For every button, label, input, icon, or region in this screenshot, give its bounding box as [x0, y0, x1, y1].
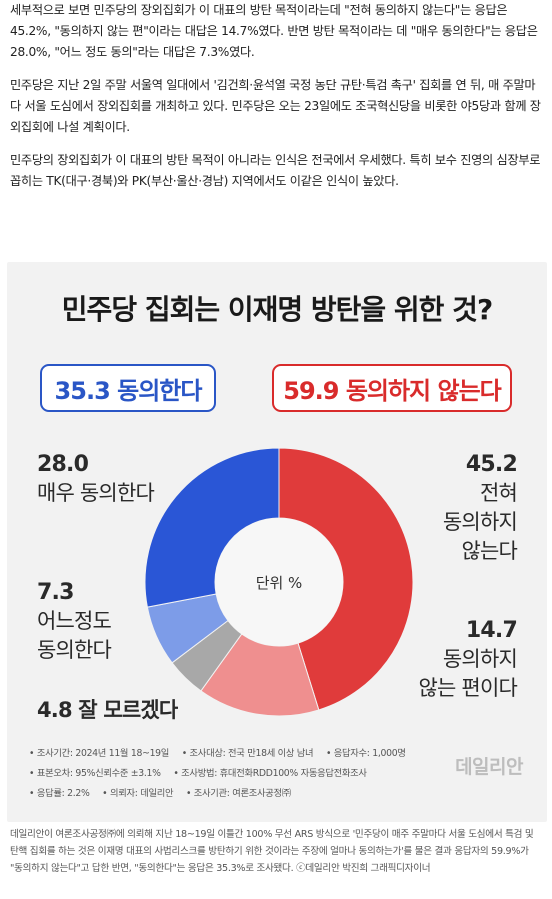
note-agency: • 조사기관: 여론조사공정㈜	[185, 788, 291, 799]
article-paragraph-1: 세부적으로 보면 민주당의 장외집회가 이 대표의 방탄 목적이라는데 "전혀 …	[10, 3, 538, 59]
label-somewhat-agree-text-1: 어느정도	[37, 609, 112, 633]
note-error: • 표본오차: 95%신뢰수준 ±3.1%	[29, 768, 161, 779]
label-somewhat-agree: 7.3 어느정도 동의한다	[37, 578, 112, 665]
label-strongly-agree-text: 매우 동의한다	[37, 481, 155, 505]
label-somewhat-agree-text-2: 동의한다	[37, 638, 112, 662]
survey-notes: • 조사기간: 2024년 11월 18~19일 • 조사대상: 전국 만18세…	[29, 744, 416, 804]
label-strongly-disagree-text-3: 않는다	[461, 539, 517, 563]
unit-label: 단위 %	[255, 573, 303, 592]
label-somewhat-disagree: 14.7 동의하지 않는 편이다	[418, 616, 518, 703]
note-target: • 조사대상: 전국 만18세 이상 남녀	[181, 748, 314, 759]
label-strongly-disagree-text-1: 전혀	[479, 481, 518, 505]
infographic-title: 민주당 집회는 이재명 방탄을 위한 것?	[61, 293, 493, 326]
label-strongly-disagree-value: 45.2	[465, 452, 518, 477]
survey-notes-row-2: • 표본오차: 95%신뢰수준 ±3.1% • 조사방법: 휴대전화RDD100…	[29, 764, 416, 784]
survey-notes-row-3: • 응답률: 2.2% • 의뢰자: 데일리안 • 조사기관: 여론조사공정㈜	[29, 784, 416, 804]
label-somewhat-disagree-text-2: 않는 편이다	[418, 676, 518, 700]
label-strongly-disagree-text-2: 동의하지	[442, 510, 518, 534]
label-somewhat-disagree-text-1: 동의하지	[442, 647, 518, 671]
label-somewhat-agree-value: 7.3	[37, 580, 74, 605]
poll-infographic: 민주당 집회는 이재명 방탄을 위한 것? 35.3 동의한다 59.9 동의하…	[7, 262, 547, 822]
article-paragraph-3: 민주당의 장외집회가 이 대표의 방탄 목적이 아니라는 인식은 전국에서 우세…	[10, 153, 541, 188]
label-strongly-disagree: 45.2 전혀 동의하지 않는다	[442, 450, 518, 566]
article-body: 세부적으로 보면 민주당의 장외집회가 이 대표의 방탄 목적이라는데 "전혀 …	[0, 0, 552, 192]
watermark-logo: 데일리안	[455, 756, 523, 778]
article-paragraph-2: 민주당은 지난 2일 주말 서울역 일대에서 '김건희·윤석열 국정 농단 규탄…	[10, 78, 541, 134]
survey-notes-row-1: • 조사기간: 2024년 11월 18~19일 • 조사대상: 전국 만18세…	[29, 744, 416, 764]
agree-total-badge: 35.3 동의한다	[40, 364, 216, 412]
note-client: • 의뢰자: 데일리안	[102, 788, 174, 799]
note-method: • 조사방법: 휴대전화RDD100% 자동응답전화조사	[173, 768, 367, 779]
donut-chart: 단위 %	[139, 442, 419, 722]
disagree-total-badge: 59.9 동의하지 않는다	[272, 364, 512, 412]
note-response-rate: • 응답률: 2.2%	[29, 788, 90, 799]
note-respondents: • 응답자수: 1,000명	[325, 748, 406, 759]
label-dont-know: 4.8 잘 모르겠다	[37, 698, 178, 722]
label-strongly-agree: 28.0 매우 동의한다	[37, 450, 155, 508]
note-period: • 조사기간: 2024년 11월 18~19일	[29, 748, 170, 759]
label-strongly-agree-value: 28.0	[37, 452, 89, 477]
donut-chart-svg	[144, 447, 414, 717]
image-caption: 데일리안이 여론조사공정㈜에 의뢰해 지난 18~19일 이틀간 100% 무선…	[10, 829, 534, 874]
label-somewhat-disagree-value: 14.7	[465, 618, 518, 643]
donut-hole	[215, 518, 343, 646]
